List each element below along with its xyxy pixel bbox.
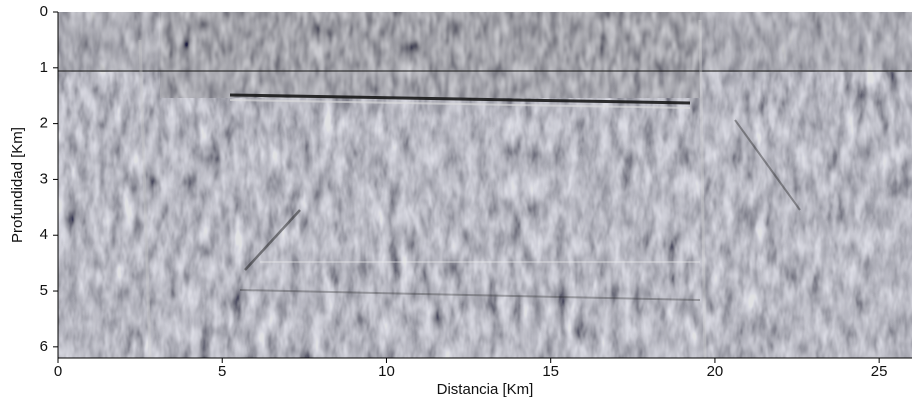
x-tick-label: 0 bbox=[54, 363, 62, 380]
chart: Distancia [Km] Profundidad [Km] 05101520… bbox=[0, 0, 912, 404]
y-tick-label: 2 bbox=[40, 115, 48, 132]
x-tick-label: 15 bbox=[542, 363, 559, 380]
x-tick-label: 20 bbox=[707, 363, 724, 380]
page: Distancia [Km] Profundidad [Km] 05101520… bbox=[0, 0, 912, 404]
y-axis-label: Profundidad [Km] bbox=[9, 127, 26, 243]
x-axis-label: Distancia [Km] bbox=[437, 381, 534, 398]
x-tick-label: 25 bbox=[871, 363, 888, 380]
y-tick-label: 3 bbox=[40, 170, 48, 187]
seismic-image bbox=[58, 12, 912, 358]
dark-zone bbox=[160, 12, 700, 98]
y-tick-label: 0 bbox=[40, 3, 48, 20]
x-tick-label: 10 bbox=[378, 363, 395, 380]
y-tick-label: 6 bbox=[40, 338, 48, 355]
x-tick-label: 5 bbox=[218, 363, 226, 380]
y-tick-label: 4 bbox=[40, 226, 48, 243]
y-tick-label: 1 bbox=[40, 59, 48, 76]
y-tick-label: 5 bbox=[40, 282, 48, 299]
